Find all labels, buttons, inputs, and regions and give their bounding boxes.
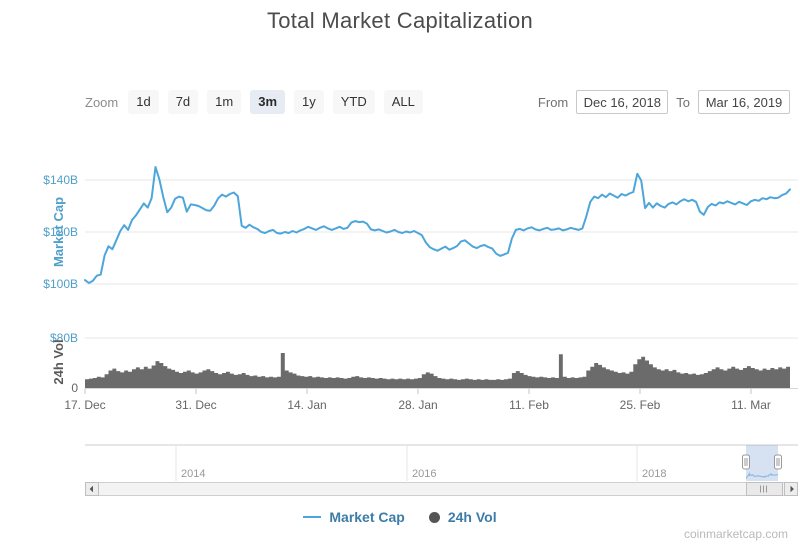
zoom-1y-button[interactable]: 1y bbox=[294, 90, 324, 114]
legend-item-24h-vol[interactable]: 24h Vol bbox=[428, 509, 497, 525]
from-label: From bbox=[537, 94, 569, 110]
x-axis-label: 11. Mar bbox=[731, 398, 771, 412]
volume-bars[interactable] bbox=[85, 353, 790, 388]
market-cap-line[interactable] bbox=[84, 166, 791, 284]
scrollbar-thumb[interactable] bbox=[746, 482, 783, 496]
vol-axis-tick-label: 0 bbox=[71, 381, 78, 395]
to-label: To bbox=[676, 94, 690, 110]
legend-label: Market Cap bbox=[329, 509, 405, 525]
x-axis-label: 28. Jan bbox=[398, 398, 437, 412]
navigator-handle-left[interactable] bbox=[742, 454, 750, 470]
zoom-7d-button[interactable]: 7d bbox=[167, 90, 199, 114]
from-date-input[interactable] bbox=[576, 90, 669, 114]
to-date-input[interactable] bbox=[698, 90, 790, 114]
zoom-ytd-button[interactable]: YTD bbox=[332, 90, 375, 114]
zoom-all-button[interactable]: ALL bbox=[383, 90, 423, 114]
chart-toolbar: Zoom 1d 7d 1m 3m 1y YTD ALL From To bbox=[85, 90, 790, 114]
cap-axis-title: Market Cap bbox=[51, 197, 66, 267]
handle-body[interactable] bbox=[742, 454, 750, 470]
handle-body[interactable] bbox=[774, 454, 782, 470]
navigator-handle-right[interactable] bbox=[774, 454, 782, 470]
legend-item-market-cap[interactable]: Market Cap bbox=[303, 509, 405, 525]
navigator-year-label: 2018 bbox=[642, 468, 666, 480]
watermark: coinmarketcap.com bbox=[683, 527, 788, 541]
navigator-year-label: 2014 bbox=[181, 468, 205, 480]
cap-axis-tick-label: $120B bbox=[43, 225, 78, 239]
zoom-1m-button[interactable]: 1m bbox=[207, 90, 242, 114]
zoom-label: Zoom bbox=[85, 94, 119, 110]
legend-label: 24h Vol bbox=[447, 509, 497, 525]
x-axis-label: 17. Dec bbox=[64, 398, 105, 412]
cap-axis-tick-label: $140B bbox=[43, 173, 78, 187]
cap-axis-tick-label: $100B bbox=[43, 277, 78, 291]
x-axis-label: 11. Feb bbox=[509, 398, 549, 412]
vol-axis-title: 24h Vol bbox=[51, 339, 66, 384]
zoom-3m-button[interactable]: 3m bbox=[250, 90, 286, 114]
x-axis-label: 25. Feb bbox=[620, 398, 661, 412]
dot-swatch-icon bbox=[428, 511, 440, 523]
vol-axis-tick-label: $80B bbox=[50, 331, 78, 345]
scrollbar-left-arrow-icon bbox=[89, 485, 93, 493]
page-title: Total Market Capitalization bbox=[266, 8, 534, 33]
navigator-year-label: 2016 bbox=[412, 468, 436, 480]
line-swatch-icon bbox=[303, 516, 322, 518]
x-axis-label: 14. Jan bbox=[287, 398, 326, 412]
x-axis-label: 31. Dec bbox=[175, 398, 216, 412]
scrollbar-right-arrow-icon bbox=[790, 485, 794, 493]
navigator-series-line bbox=[745, 471, 779, 479]
chart-legend: Market Cap 24h Vol bbox=[0, 509, 800, 525]
zoom-1d-button[interactable]: 1d bbox=[128, 90, 159, 114]
scrollbar-track[interactable] bbox=[85, 482, 798, 496]
date-range-controls: From To bbox=[530, 90, 790, 114]
